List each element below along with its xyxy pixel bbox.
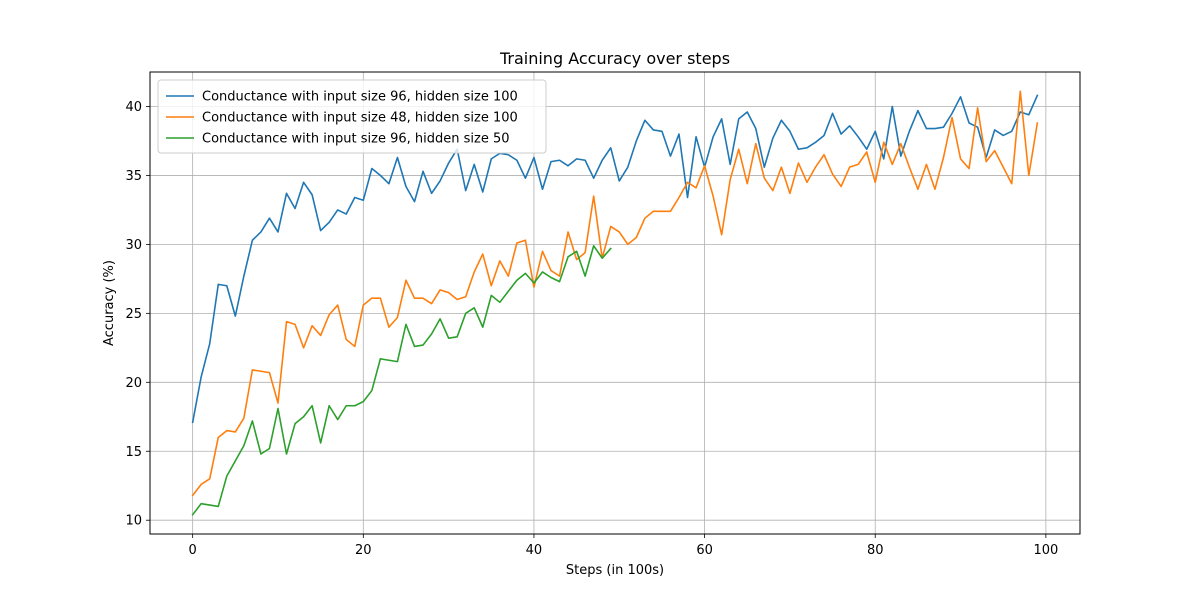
y-tick-label: 35 [125,169,142,184]
x-tick-label: 80 [867,543,884,558]
plot-frame [149,71,1081,535]
legend-label-3: Conductance with input size 96, hidden s… [202,132,510,147]
y-tick-label: 20 [125,376,142,391]
y-tick-label: 30 [125,238,142,253]
legend-label-2: Conductance with input size 48, hidden s… [202,111,518,126]
chart-title: Training Accuracy over steps [499,49,730,68]
axis-ticks: 0 20 40 60 80 100 10 15 20 25 30 35 40 [125,100,1058,558]
y-tick-label: 25 [125,307,142,322]
legend-box [157,79,547,154]
legend: Conductance with input size 96, hidden s… [157,79,547,154]
x-axis-label: Steps (in 100s) [566,563,664,578]
series-lines [191,90,1039,516]
x-tick-label: 100 [1033,543,1058,558]
series-line-3 [191,244,612,516]
series-line-1 [191,94,1039,424]
y-tick-label: 15 [125,445,142,460]
x-tick-label: 20 [355,543,372,558]
x-tick-label: 0 [189,543,197,558]
series-line-2 [191,90,1039,497]
x-tick-label: 60 [696,543,713,558]
legend-label-1: Conductance with input size 96, hidden s… [202,90,518,105]
y-tick-label: 10 [125,514,142,529]
y-tick-label: 40 [125,100,142,115]
y-axis-label: Accuracy (%) [102,260,117,346]
x-tick-label: 40 [526,543,543,558]
